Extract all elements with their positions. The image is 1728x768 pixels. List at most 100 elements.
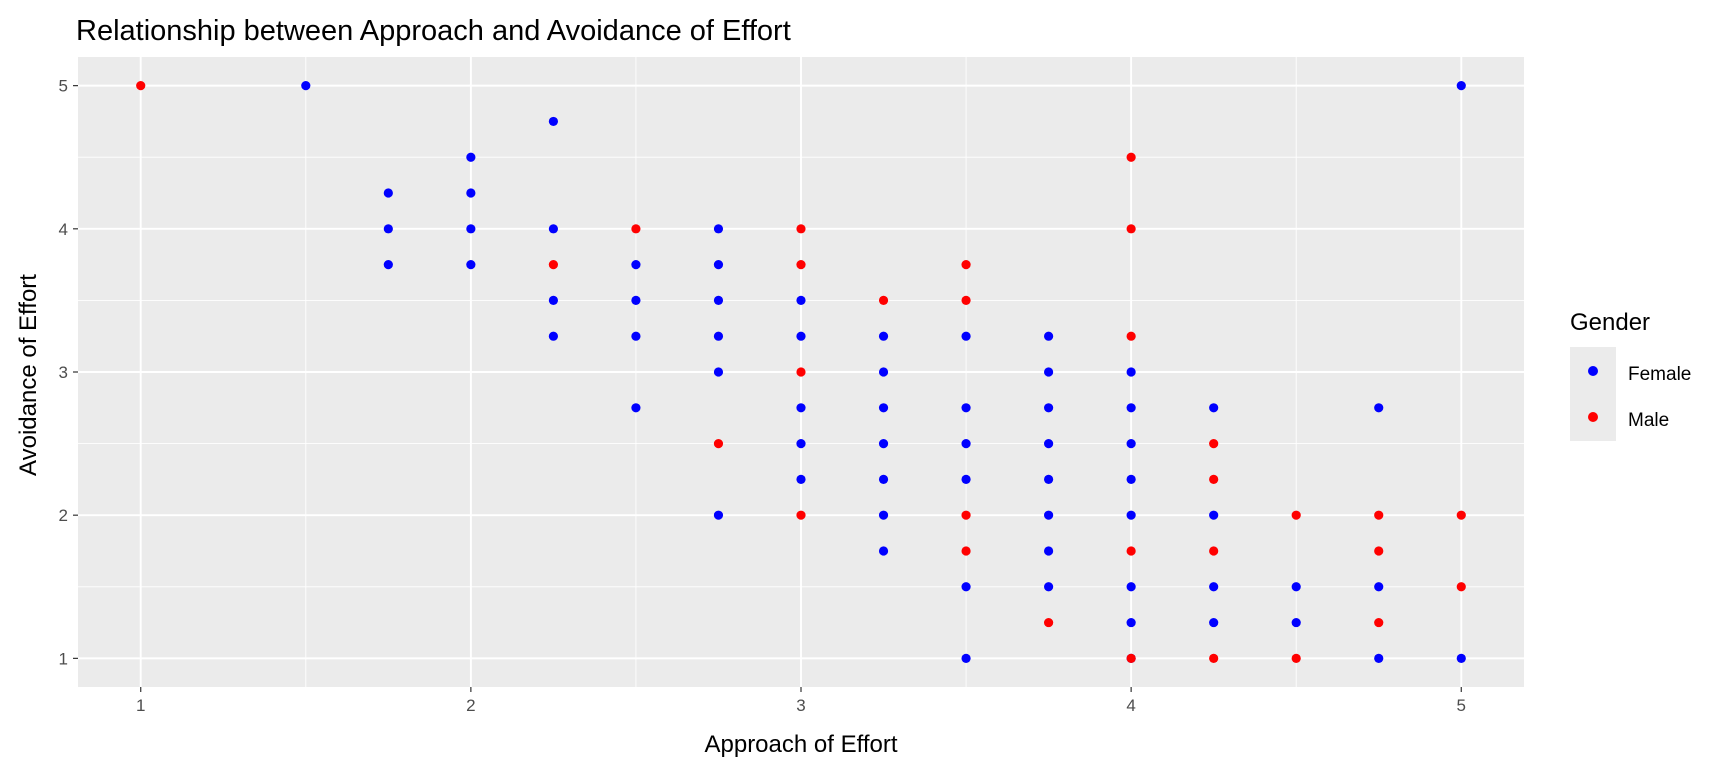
point-female xyxy=(1044,438,1054,449)
point-male xyxy=(1374,510,1384,520)
point-female xyxy=(548,224,558,234)
point-male xyxy=(1126,546,1136,556)
point-male xyxy=(1044,617,1054,628)
point-male xyxy=(1291,653,1301,663)
point-male xyxy=(1456,582,1466,592)
point-male xyxy=(878,295,889,306)
point-female xyxy=(878,331,889,341)
point-female xyxy=(1044,510,1054,520)
point-female xyxy=(1126,367,1136,377)
y-tick-label: 5 xyxy=(59,77,68,96)
point-female xyxy=(301,81,311,91)
x-axis-title: Approach of Effort xyxy=(704,731,897,758)
point-female xyxy=(878,438,889,449)
data-points xyxy=(136,81,1466,663)
point-female xyxy=(1209,582,1219,592)
point-male xyxy=(548,260,558,270)
point-male xyxy=(1209,474,1219,484)
point-male xyxy=(961,510,971,520)
point-female xyxy=(1126,582,1136,592)
point-female xyxy=(713,331,724,341)
x-tick-label: 2 xyxy=(466,696,475,715)
point-female xyxy=(466,188,476,198)
point-female xyxy=(1044,582,1054,592)
point-female xyxy=(631,403,641,413)
legend-key-background xyxy=(1570,347,1616,441)
point-female xyxy=(878,546,889,556)
point-female xyxy=(1044,331,1054,341)
point-female xyxy=(1456,81,1466,91)
point-male xyxy=(1374,546,1384,556)
y-tick-label: 3 xyxy=(59,363,68,382)
point-female xyxy=(796,438,806,449)
x-tick-label: 1 xyxy=(136,696,145,715)
point-male xyxy=(961,295,971,306)
x-tick-label: 5 xyxy=(1457,696,1466,715)
chart-title: Relationship between Approach and Avoida… xyxy=(76,15,791,47)
point-female xyxy=(466,260,476,270)
point-male xyxy=(1291,510,1301,520)
point-male xyxy=(796,224,806,234)
point-female xyxy=(1374,403,1384,413)
x-tick-label: 4 xyxy=(1126,696,1135,715)
legend-title: Gender xyxy=(1570,309,1650,336)
point-female xyxy=(1044,367,1054,377)
point-female xyxy=(466,224,476,234)
point-female xyxy=(961,474,971,484)
point-male xyxy=(1126,224,1136,234)
point-female xyxy=(1044,474,1054,484)
point-female xyxy=(631,260,641,270)
point-female xyxy=(713,260,724,270)
point-female xyxy=(1209,510,1219,520)
y-tick-label: 1 xyxy=(59,649,68,668)
point-male xyxy=(1456,510,1466,520)
point-male xyxy=(961,546,971,556)
legend-label-female: Female xyxy=(1628,364,1691,385)
point-female xyxy=(631,331,641,341)
point-female xyxy=(878,510,889,520)
y-tick-label: 4 xyxy=(59,220,68,239)
point-female xyxy=(1126,438,1136,449)
point-male xyxy=(1209,546,1219,556)
point-female xyxy=(713,295,724,306)
point-female xyxy=(1126,474,1136,484)
point-male xyxy=(1126,331,1136,341)
point-female xyxy=(1291,582,1301,592)
point-female xyxy=(1126,510,1136,520)
legend-key-female xyxy=(1588,366,1598,376)
y-tick-label: 2 xyxy=(59,506,68,525)
point-male xyxy=(631,224,641,234)
point-male xyxy=(796,510,806,520)
point-female xyxy=(796,474,806,484)
point-male xyxy=(713,438,724,449)
point-male xyxy=(1126,152,1136,162)
point-male xyxy=(1209,438,1219,449)
point-female xyxy=(796,295,806,306)
point-female xyxy=(383,224,393,234)
point-male xyxy=(136,81,146,91)
legend: Gender Female Male xyxy=(1570,309,1691,441)
point-female xyxy=(1209,617,1219,628)
point-female xyxy=(1374,653,1384,663)
point-male xyxy=(1374,617,1384,628)
point-female xyxy=(713,224,724,234)
point-female xyxy=(548,295,558,306)
point-female xyxy=(466,152,476,162)
point-male xyxy=(961,260,971,270)
point-female xyxy=(878,367,889,377)
point-female xyxy=(1126,617,1136,628)
point-female xyxy=(961,403,971,413)
point-female xyxy=(878,403,889,413)
point-female xyxy=(1456,653,1466,663)
point-male xyxy=(796,260,806,270)
point-female xyxy=(383,260,393,270)
legend-label-male: Male xyxy=(1628,410,1669,431)
point-male xyxy=(1126,653,1136,663)
y-axis-title: Avoidance of Effort xyxy=(15,274,42,476)
point-female xyxy=(1044,546,1054,556)
point-female xyxy=(796,331,806,341)
point-female xyxy=(961,331,971,341)
legend-key-male xyxy=(1588,412,1598,422)
point-female xyxy=(383,188,393,198)
